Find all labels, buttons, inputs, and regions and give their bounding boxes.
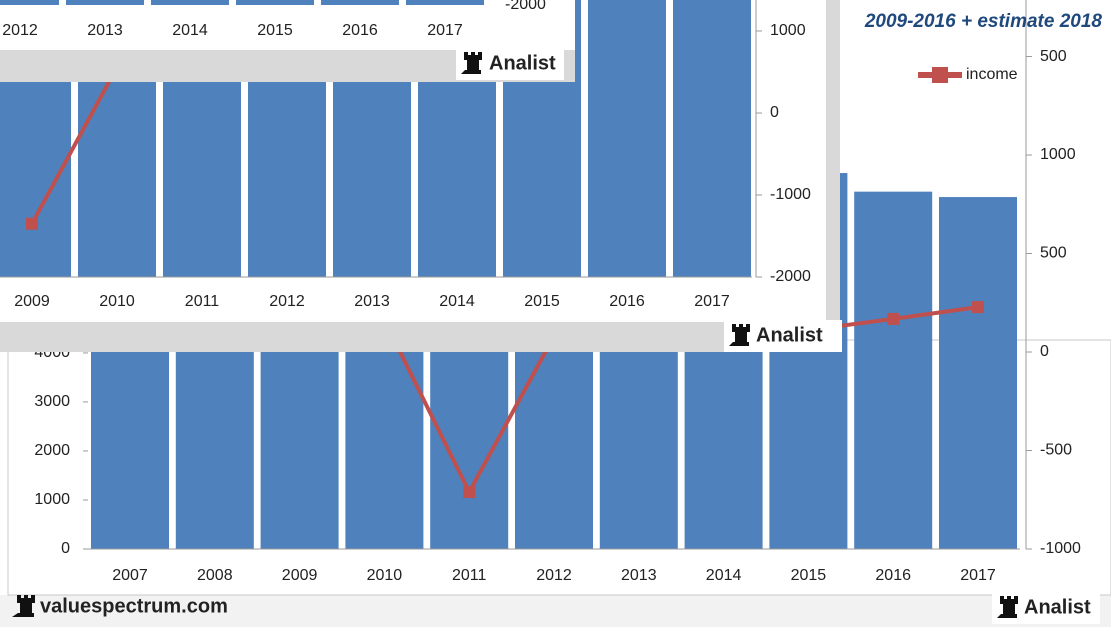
y-tick-label: 1000 [34,491,70,508]
x-tick-label: 2013 [87,22,123,39]
bar-stub [151,0,229,5]
x-tick-label: 2015 [524,293,560,310]
x-tick-label: 2009 [282,567,318,584]
x-tick-label: 2016 [609,293,645,310]
footer-text: valuespectrum.com [40,595,228,617]
bar [854,191,933,549]
y2-tick-label: 500 [1040,245,1067,262]
line-point [463,486,476,499]
y2-tick-label: 1000 [770,22,806,39]
chart-top-plot: 2012 2013 2014 2015 2016 2017 -2000 [0,0,546,39]
y2-tick-label: 0 [770,104,779,121]
y2-tick-label: 1000 [1040,146,1076,163]
footer-band [0,595,1111,627]
panel [0,0,575,50]
bar-stub [406,0,484,5]
y2-tick-label: -2000 [770,268,811,285]
y-tick-label: 3000 [34,393,70,410]
badge-icon [997,596,1018,618]
chart-back-overlay: valuespectrum.com Analist 2009-2016 + es… [12,11,1102,624]
y2-tick-label: -500 [1040,442,1072,459]
x-tick-label: 2015 [791,567,827,584]
bar [673,0,751,277]
x-tick-label: 2011 [452,567,487,584]
x-tick-label: 2010 [99,293,135,310]
bar-stub [321,0,399,5]
bar-stub [0,0,59,5]
line-point [26,217,38,230]
x-tick-label: 2009 [14,293,50,310]
legend-label: income [966,66,1018,83]
y-tick-label: 0 [61,540,70,557]
x-tick-label: 2007 [112,567,148,584]
y-tick-label: 2000 [34,442,70,459]
x-tick-label: 2010 [367,567,403,584]
x-tick-label: 2013 [621,567,657,584]
x-tick-label: 2016 [875,567,911,584]
bar [588,0,666,277]
chart-top: 2012 2013 2014 2015 2016 2017 -2000 Analist [0,0,575,82]
line-point [972,301,984,314]
x-tick-label: 2013 [354,293,390,310]
x-tick-label: 2011 [185,293,220,310]
line-point [887,312,900,325]
y2-tick-label: -1000 [1040,540,1081,557]
badge-text: Analist [1024,596,1091,618]
badge-icon [729,324,750,346]
bar-stub [66,0,144,5]
badge-text: Analist [489,52,556,74]
bar [939,197,1017,549]
x-tick-label: 2008 [197,567,233,584]
line [30,66,119,225]
badge-text: Analist [756,324,823,346]
chart-title: 2009-2016 + estimate 2018 [864,11,1103,32]
bar-stub [236,0,314,5]
y2-tick-label: 0 [1040,343,1049,360]
y2-tick-label: -2000 [505,0,546,13]
y2-tick-label: -1000 [770,186,811,203]
x-tick-label: 2017 [960,567,996,584]
legend-marker [932,67,948,83]
y2-tick-label: 500 [1040,48,1067,65]
x-tick-label: 2014 [172,22,208,39]
badge-icon [461,52,482,74]
x-tick-label: 2012 [536,567,572,584]
brand-icon [12,595,35,617]
x-tick-label: 2014 [706,567,742,584]
x-tick-label: 2017 [694,293,730,310]
x-tick-label: 2014 [439,293,475,310]
x-tick-label: 2012 [2,22,38,39]
x-tick-label: 2015 [257,22,293,39]
x-tick-label: 2012 [269,293,305,310]
panel-strip [0,322,840,352]
x-tick-label: 2016 [342,22,378,39]
panel-border [826,0,840,352]
x-tick-label: 2017 [427,22,463,39]
